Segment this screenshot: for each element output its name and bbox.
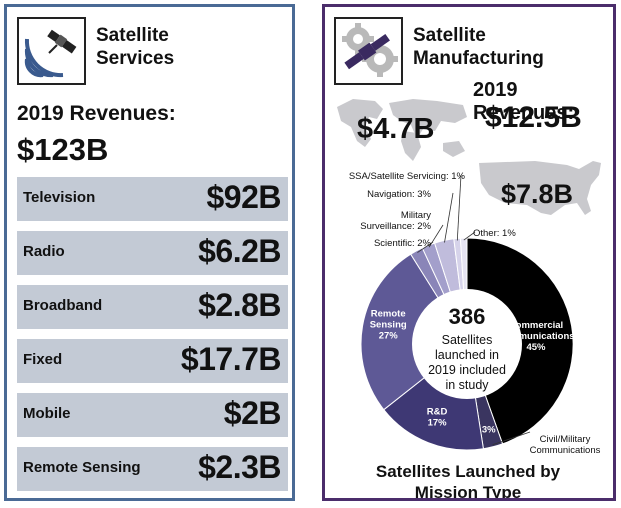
services-title: Satellite Services xyxy=(96,24,174,70)
satellite-manufacturing-panel: Satellite Manufacturing 2019 Revenues: $… xyxy=(322,4,616,501)
slice-outside-label: Scientific: 2% xyxy=(374,238,432,249)
donut-hole xyxy=(412,289,522,399)
service-row-radio: Radio $6.2B xyxy=(17,231,288,275)
satellite-services-panel: Satellite Services 2019 Revenues: $123B … xyxy=(4,4,295,501)
service-label: Television xyxy=(23,189,96,206)
leader-line xyxy=(444,192,454,243)
slice-outside-label: Navigation: 3% xyxy=(367,189,431,200)
manufacturing-title-line2: Manufacturing xyxy=(413,48,544,69)
service-value: $2.8B xyxy=(198,287,281,323)
slice-outside-label: Communications xyxy=(530,445,601,456)
world-value: $4.7B xyxy=(357,113,435,145)
service-row-television: Television $92B xyxy=(17,177,288,221)
service-row-mobile: Mobile $2B xyxy=(17,393,288,437)
slice-outside-label: Surveillance: 2% xyxy=(360,221,431,232)
service-value: $6.2B xyxy=(198,233,281,269)
chart-title-line1: Satellites Launched by xyxy=(376,462,561,481)
slice-label: Sensing xyxy=(370,319,407,330)
center-text-line: Satellites xyxy=(442,333,493,347)
slice-label: Remote xyxy=(371,308,406,319)
leader-line xyxy=(456,174,462,241)
leader-line xyxy=(417,241,434,253)
slice-label: Communications xyxy=(497,331,574,342)
satellite-gears-icon xyxy=(334,17,403,85)
mission-type-donut-chart: CommercialCommunications45%3%Civil/Milit… xyxy=(349,171,601,498)
slice-outside-label: Military xyxy=(401,210,431,221)
slice-outside-label: SSA/Satellite Servicing: 1% xyxy=(349,171,466,182)
services-revenue-value: $123B xyxy=(17,132,109,167)
service-row-fixed: Fixed $17.7B xyxy=(17,339,288,383)
services-revenue-label: 2019 Revenues: xyxy=(17,102,176,125)
us-value: $7.8B xyxy=(501,179,574,209)
service-label: Mobile xyxy=(23,405,71,422)
service-label: Broadband xyxy=(23,297,103,314)
services-title-line1: Satellite xyxy=(96,25,169,46)
slice-label: R&D xyxy=(427,406,448,417)
center-text-line: launched in xyxy=(435,348,499,362)
manufacturing-revenue-label: 2019 Revenues: xyxy=(473,79,575,124)
leader-line xyxy=(463,231,476,241)
slice-label: 17% xyxy=(428,417,448,428)
leader-line xyxy=(428,224,444,248)
slice-label: Commercial xyxy=(509,320,563,331)
slice-outside-label: Other: 1% xyxy=(473,228,516,239)
manufacturing-revenue-value: $12.5B xyxy=(485,101,582,134)
center-text-line: 2019 included xyxy=(428,363,506,377)
slice-label: 3% xyxy=(482,424,496,435)
service-row-broadband: Broadband $2.8B xyxy=(17,285,288,329)
service-row-remote-sensing: Remote Sensing $2.3B xyxy=(17,447,288,491)
center-text-line: in study xyxy=(445,378,489,392)
service-value: $2.3B xyxy=(198,449,281,485)
service-value: $2B xyxy=(223,395,282,431)
slice-label: 45% xyxy=(526,342,546,353)
center-number: 386 xyxy=(449,304,486,329)
manufacturing-title: Satellite Manufacturing xyxy=(413,24,544,70)
service-label: Remote Sensing xyxy=(23,459,141,476)
slice-outside-label: Civil/Military xyxy=(540,434,591,445)
service-value: $17.7B xyxy=(180,341,282,377)
world-map-icon xyxy=(337,99,467,161)
manufacturing-title-line1: Satellite xyxy=(413,25,486,46)
service-label: Radio xyxy=(23,243,65,260)
chart-title-line2: Mission Type xyxy=(415,483,521,498)
slice-label: 27% xyxy=(379,330,399,341)
services-title-line2: Services xyxy=(96,48,175,69)
us-map-icon xyxy=(479,161,601,215)
service-label: Fixed xyxy=(23,351,63,368)
service-value: $92B xyxy=(206,179,282,215)
satellite-signal-icon xyxy=(17,17,86,85)
leader-line xyxy=(492,431,531,446)
